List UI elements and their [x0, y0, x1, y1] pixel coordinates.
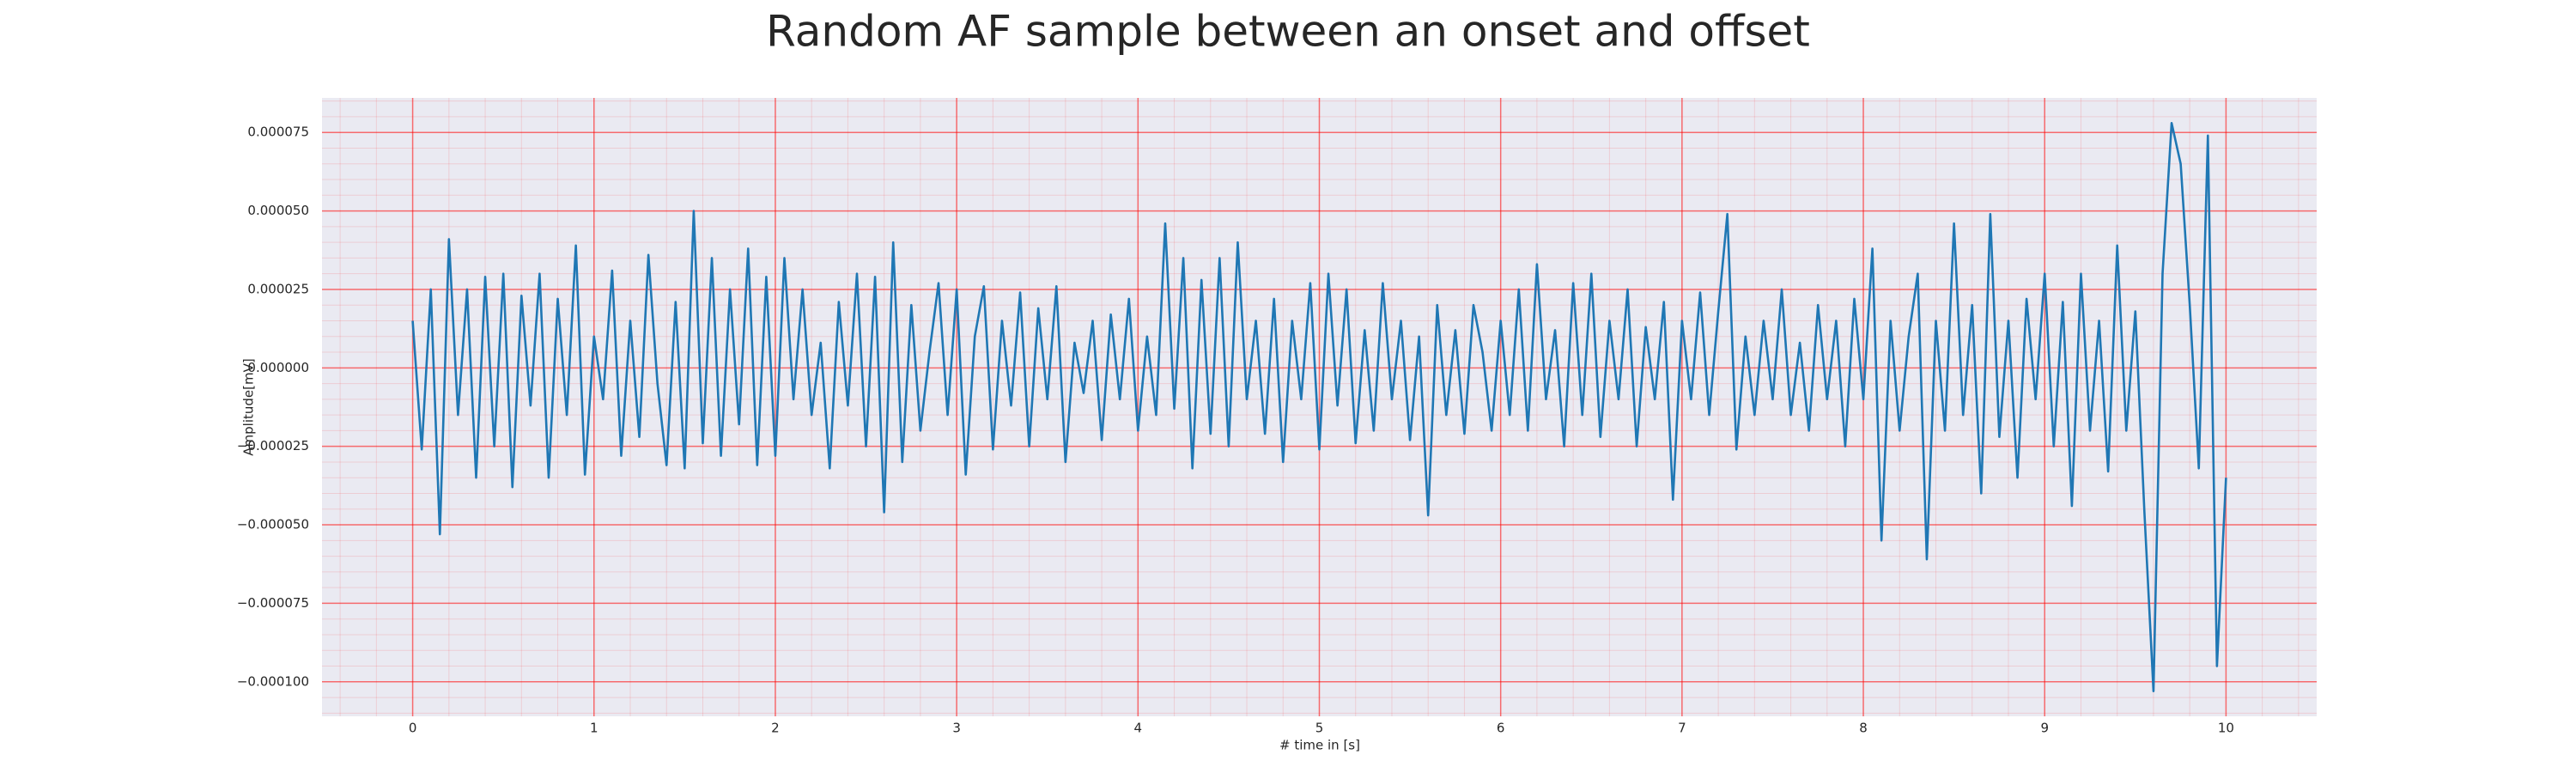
- x-tick-label: 1: [590, 721, 598, 736]
- y-tick-label: −0.000075: [237, 595, 309, 611]
- y-tick-label: −0.000025: [237, 438, 309, 453]
- y-axis-label: Amplitude[mV]: [241, 358, 257, 455]
- x-tick-label: 8: [1859, 721, 1868, 736]
- chart-title: Random AF sample between an onset and of…: [766, 7, 1810, 57]
- x-tick-label: 10: [2218, 721, 2234, 736]
- signal-line: [411, 121, 2227, 693]
- x-tick-label: 0: [409, 721, 417, 736]
- x-tick-label: 6: [1497, 721, 1505, 736]
- y-tick-label: −0.000100: [237, 673, 309, 689]
- x-axis-label: # time in [s]: [1279, 738, 1360, 753]
- x-tick-label: 9: [2040, 721, 2049, 736]
- y-tick-label: 0.000075: [247, 125, 309, 140]
- x-tick-label: 3: [952, 721, 961, 736]
- x-tick-label: 7: [1678, 721, 1686, 736]
- y-tick-label: 0.000025: [247, 281, 309, 296]
- x-tick-label: 4: [1134, 721, 1143, 736]
- x-tick-label: 5: [1315, 721, 1324, 736]
- y-tick-label: 0.000050: [247, 203, 309, 218]
- x-tick-label: 2: [771, 721, 780, 736]
- y-tick-label: −0.000050: [237, 517, 309, 533]
- y-tick-label: 0.000000: [247, 360, 309, 375]
